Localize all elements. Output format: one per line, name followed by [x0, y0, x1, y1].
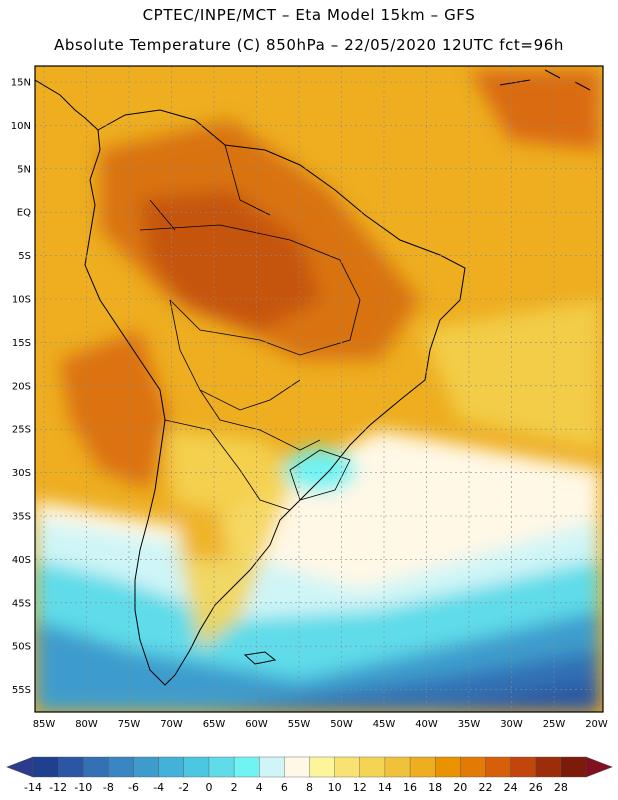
- lon-tick-label: 25W: [543, 719, 566, 730]
- lon-tick-label: 40W: [415, 719, 438, 730]
- central-america-outline: [35, 79, 99, 131]
- colorbar-tick-label: -10: [74, 781, 92, 794]
- lat-tick-label: 25S: [12, 425, 31, 436]
- colorbar-swatch: [359, 756, 386, 778]
- lat-tick-label: EQ: [17, 208, 31, 219]
- colorbar-tick-label: 10: [328, 781, 342, 794]
- colorbar-swatch: [133, 756, 160, 778]
- colorbar-swatch: [485, 756, 512, 778]
- lat-tick-label: 15N: [11, 78, 31, 89]
- longitude-axis: 85W 80W 75W 70W 65W 60W 55W 50W 45W 40W 35W 30W 25W 2…: [33, 719, 608, 730]
- colorbar-tick-label: 0: [205, 781, 212, 794]
- lon-tick-label: 55W: [288, 719, 311, 730]
- colorbar-tick-label: 6: [281, 781, 288, 794]
- lat-tick-label: 55S: [12, 685, 31, 696]
- lon-tick-label: 45W: [373, 719, 396, 730]
- colorbar-swatch: [535, 756, 562, 778]
- colorbar-swatch: [560, 756, 587, 778]
- colorbar-swatch: [460, 756, 486, 778]
- lat-tick-label: 10N: [11, 121, 31, 132]
- colorbar-swatch: [233, 756, 260, 778]
- south-america-outline: [84, 109, 466, 686]
- colorbar-tick-label: 2: [231, 781, 238, 794]
- colorbar-tick-label: 18: [428, 781, 442, 794]
- colorbar-swatch: [409, 756, 436, 778]
- lon-tick-label: 65W: [203, 719, 226, 730]
- lon-tick-label: 70W: [160, 719, 183, 730]
- colorbar-tick-label: 24: [504, 781, 518, 794]
- colorbar-under-arrow: [6, 756, 34, 778]
- colorbar-swatch: [284, 756, 311, 778]
- falklands-outline: [243, 651, 277, 665]
- colorbar-swatch: [309, 756, 336, 778]
- colorbar-swatch: [259, 756, 285, 778]
- lon-tick-label: 50W: [330, 719, 353, 730]
- lat-tick-label: 5S: [18, 251, 31, 262]
- lon-tick-label: 35W: [458, 719, 481, 730]
- lon-tick-label: 30W: [500, 719, 523, 730]
- lat-tick-label: 45S: [12, 598, 31, 609]
- lat-tick-label: 15S: [12, 338, 31, 349]
- lon-tick-label: 85W: [33, 719, 56, 730]
- colorbar-tick-label: -12: [49, 781, 67, 794]
- colorbar-tick-label: -2: [178, 781, 189, 794]
- chart-title-line-1: CPTEC/INPE/MCT – Eta Model 15km – GFS: [142, 6, 476, 24]
- colorbar-tick-label: -8: [103, 781, 114, 794]
- colorbar-swatch: [384, 756, 411, 778]
- lon-tick-label: 60W: [245, 719, 268, 730]
- colorbar-tick-label: 28: [554, 781, 568, 794]
- colorbar-swatch: [510, 756, 537, 778]
- colorbar-swatch: [434, 756, 461, 778]
- colorbar-tick-label: -6: [128, 781, 139, 794]
- colorbar-tick-label: 8: [306, 781, 313, 794]
- colorbar-swatch: [32, 756, 59, 778]
- colorbar-swatch: [158, 756, 185, 778]
- lat-tick-label: 5N: [17, 164, 31, 175]
- colorbar-tick-label: 4: [256, 781, 263, 794]
- colorbar: -14 -12 -10 -8 -6 -4 -2 0 2 4 6 8 10 12 14 16 18 20 22 24 26…: [6, 756, 613, 794]
- lat-tick-label: 40S: [12, 555, 31, 566]
- lat-tick-label: 10S: [12, 295, 31, 306]
- colorbar-over-arrow: [585, 756, 613, 778]
- colorbar-swatch: [334, 756, 361, 778]
- latitude-axis: 15N 10N 5N EQ 5S 10S 15S 20S 25S 30S 35S 40S 45S 50S 5…: [11, 78, 31, 697]
- colorbar-tick-label: -14: [24, 781, 42, 794]
- colorbar-tick-label: 22: [478, 781, 492, 794]
- temperature-field: [35, 66, 603, 712]
- lon-tick-label: 80W: [75, 719, 98, 730]
- colorbar-swatch: [108, 756, 135, 778]
- colorbar-swatch: [57, 756, 84, 778]
- colorbar-tick-label: 20: [453, 781, 467, 794]
- colorbar-swatch: [83, 756, 109, 778]
- colorbar-tick-label: -4: [153, 781, 164, 794]
- colorbar-tick-label: 14: [378, 781, 392, 794]
- colorbar-swatch: [208, 756, 235, 778]
- country-borders: [139, 144, 361, 511]
- colorbar-tick-label: 12: [353, 781, 367, 794]
- lon-tick-label: 75W: [118, 719, 141, 730]
- colorbar-swatch: [183, 756, 210, 778]
- lat-tick-label: 50S: [12, 642, 31, 653]
- map-frame: [34, 65, 604, 713]
- lat-tick-label: 35S: [12, 512, 31, 523]
- lat-tick-label: 30S: [12, 468, 31, 479]
- colorbar-tick-label: 26: [529, 781, 543, 794]
- caribbean-islands: [499, 69, 591, 91]
- lon-tick-label: 20W: [585, 719, 608, 730]
- chart-title-line-2: Absolute Temperature (C) 850hPa – 22/05/…: [54, 36, 564, 54]
- lat-tick-label: 20S: [12, 381, 31, 392]
- colorbar-tick-label: 16: [403, 781, 417, 794]
